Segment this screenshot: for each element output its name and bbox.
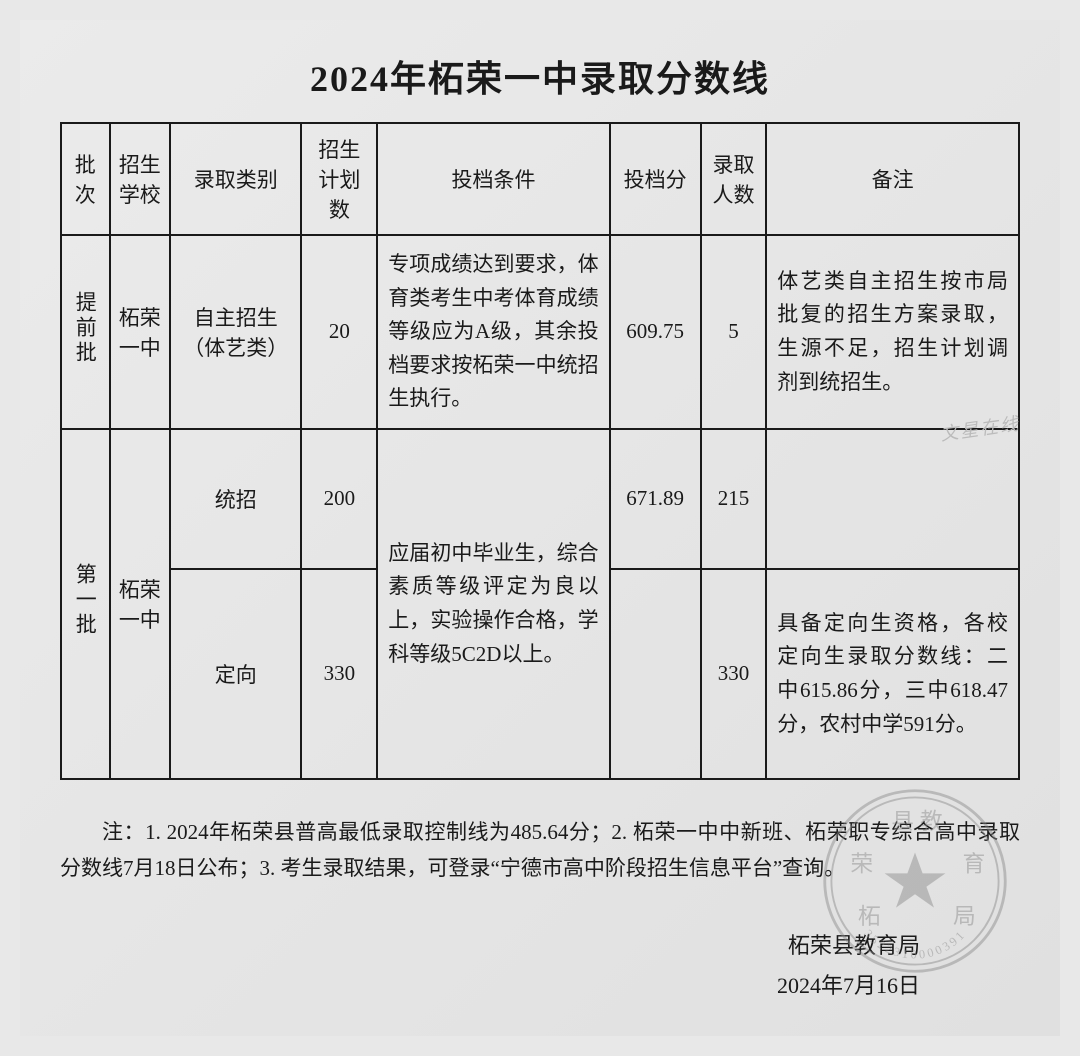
cell-plan: 330 — [301, 569, 377, 779]
cell-remark: 体艺类自主招生按市局批复的招生方案录取，生源不足，招生计划调剂到统招生。 — [766, 235, 1019, 429]
svg-text:县 教: 县 教 — [891, 808, 942, 833]
cell-score: 671.89 — [610, 429, 701, 569]
svg-text:局: 局 — [953, 903, 976, 928]
cell-condition: 应届初中毕业生，综合素质等级评定为良以上，实验操作合格，学科等级5C2D以上。 — [377, 429, 609, 779]
cell-batch: 第一批 — [61, 429, 110, 779]
header-remark: 备注 — [766, 123, 1019, 235]
cell-plan: 200 — [301, 429, 377, 569]
official-stamp-icon: 县 教 荣 育 柘 局 3522310000391 — [820, 786, 1010, 976]
cell-remark: 具备定向生资格，各校定向生录取分数线：二中615.86分，三中618.47分，农… — [766, 569, 1019, 779]
header-school: 招生学校 — [110, 123, 171, 235]
svg-text:柘: 柘 — [858, 903, 881, 928]
table-header-row: 批次 招生学校 录取类别 招生计划数 投档条件 投档分 录取人数 备注 — [61, 123, 1019, 235]
cell-score — [610, 569, 701, 779]
table-row: 第一批 柘荣一中 统招 200 应届初中毕业生，综合素质等级评定为良以上，实验操… — [61, 429, 1019, 569]
svg-text:荣: 荣 — [850, 851, 873, 876]
page-title: 2024年柘荣一中录取分数线 — [60, 50, 1020, 102]
cell-category: 定向 — [170, 569, 301, 779]
cell-school: 柘荣一中 — [110, 235, 171, 429]
cell-remark — [766, 429, 1019, 569]
header-score: 投档分 — [610, 123, 701, 235]
cell-category: 自主招生（体艺类） — [170, 235, 301, 429]
header-admitted: 录取人数 — [701, 123, 767, 235]
cell-score: 609.75 — [610, 235, 701, 429]
admission-table: 批次 招生学校 录取类别 招生计划数 投档条件 投档分 录取人数 备注 提前批 … — [60, 122, 1020, 780]
signature-org: 柘荣县教育局 — [60, 926, 920, 966]
table-row: 提前批 柘荣一中 自主招生（体艺类） 20 专项成绩达到要求，体育类考生中考体育… — [61, 235, 1019, 429]
cell-school: 柘荣一中 — [110, 429, 171, 779]
cell-admitted: 330 — [701, 569, 767, 779]
header-condition: 投档条件 — [377, 123, 609, 235]
header-batch: 批次 — [61, 123, 110, 235]
cell-admitted: 5 — [701, 235, 767, 429]
cell-plan: 20 — [301, 235, 377, 429]
cell-batch: 提前批 — [61, 235, 110, 429]
cell-admitted: 215 — [701, 429, 767, 569]
svg-text:育: 育 — [963, 851, 986, 876]
header-plan: 招生计划数 — [301, 123, 377, 235]
document-page: 2024年柘荣一中录取分数线 批次 招生学校 录取类别 招生计划数 投档条件 投… — [20, 20, 1060, 1036]
signature-date: 2024年7月16日 — [60, 966, 920, 1006]
header-category: 录取类别 — [170, 123, 301, 235]
cell-category: 统招 — [170, 429, 301, 569]
cell-condition: 专项成绩达到要求，体育类考生中考体育成绩等级应为A级，其余投档要求按柘荣一中统招… — [377, 235, 609, 429]
